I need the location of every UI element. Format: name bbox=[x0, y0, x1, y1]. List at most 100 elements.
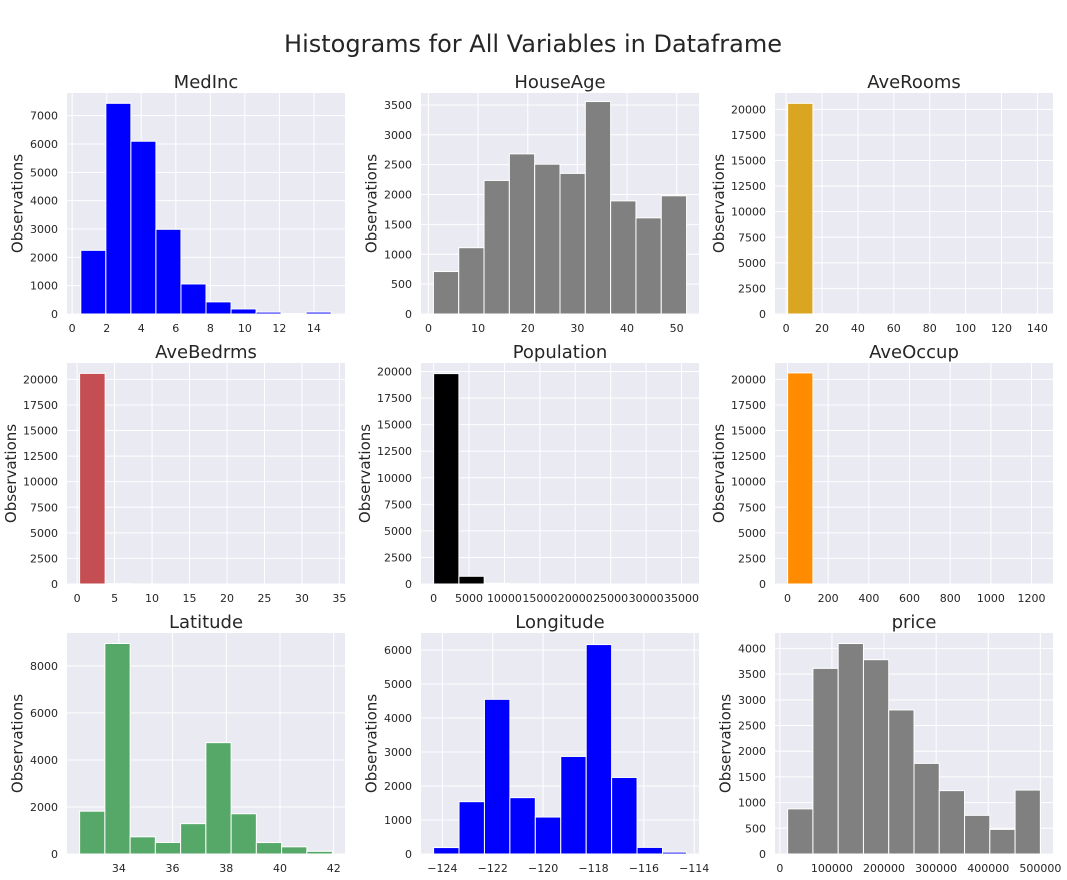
y-tick-label: 6000 bbox=[30, 138, 58, 151]
x-tick-label: −116 bbox=[629, 862, 659, 875]
histogram-bar bbox=[280, 312, 307, 315]
x-tick-label: 10 bbox=[471, 322, 485, 335]
x-tick-label: 400 bbox=[858, 592, 879, 605]
y-tick-label: 2500 bbox=[738, 720, 766, 733]
y-tick-label: 3500 bbox=[384, 99, 412, 112]
y-tick-label: 0 bbox=[759, 578, 766, 591]
y-tick-label: 20000 bbox=[731, 103, 766, 116]
panel-title: Longitude bbox=[515, 612, 605, 633]
panel-medinc: 0 1000 2000 3000 4000 5000 6000 7000 0 2 4 6 8 10 12 14… bbox=[8, 72, 345, 335]
x-tick-label: 36 bbox=[166, 862, 180, 875]
x-tick-label: 500000 bbox=[1019, 862, 1061, 875]
x-tick-label: 0 bbox=[783, 322, 790, 335]
y-tick-label: 7500 bbox=[384, 498, 412, 511]
y-tick-label: 0 bbox=[51, 578, 58, 591]
x-tick-label: 0 bbox=[784, 592, 791, 605]
y-tick-label: 15000 bbox=[731, 425, 766, 438]
plot-background bbox=[67, 363, 345, 584]
histogram-bar bbox=[205, 742, 232, 855]
panel-houseage: 0 500 1000 1500 2000 2500 3000 3500 0 10 20 30 40 50 H… bbox=[362, 72, 699, 335]
histogram-bar bbox=[559, 172, 586, 315]
y-tick-label: 20000 bbox=[377, 366, 412, 379]
histogram-bar bbox=[433, 373, 460, 585]
y-axis-label: Observations bbox=[362, 694, 380, 793]
histogram-bar bbox=[584, 101, 612, 315]
y-tick-label: 2500 bbox=[30, 552, 58, 565]
y-tick-label: 15000 bbox=[377, 419, 412, 432]
histogram-bar bbox=[787, 102, 814, 315]
histogram-bar bbox=[787, 808, 814, 855]
plot-background bbox=[775, 363, 1053, 584]
y-tick-label: 12500 bbox=[731, 450, 766, 463]
x-tick-label: 0 bbox=[425, 322, 432, 335]
y-tick-label: 5000 bbox=[384, 525, 412, 538]
y-tick-label: 3000 bbox=[384, 746, 412, 759]
x-tick-label: 30 bbox=[570, 322, 584, 335]
y-tick-label: 15000 bbox=[23, 425, 58, 438]
y-tick-label: 1500 bbox=[384, 218, 412, 231]
y-tick-label: 3000 bbox=[30, 223, 58, 236]
x-tick-label: 200000 bbox=[863, 862, 905, 875]
y-tick-label: 4000 bbox=[384, 712, 412, 725]
x-tick-label: 1200 bbox=[1018, 592, 1046, 605]
x-tick-label: 4 bbox=[138, 322, 145, 335]
x-tick-label: 6 bbox=[172, 322, 179, 335]
y-axis-label: Observations bbox=[710, 424, 728, 523]
histogram-bar bbox=[508, 153, 536, 315]
histogram-bar bbox=[281, 846, 308, 855]
panel-title: AveBedrms bbox=[155, 342, 257, 363]
histogram-bar bbox=[636, 846, 663, 855]
x-tick-label: 5000 bbox=[455, 592, 483, 605]
y-tick-label: 5000 bbox=[30, 166, 58, 179]
histogram-bar bbox=[483, 179, 510, 315]
histogram-bar bbox=[458, 801, 485, 855]
y-tick-label: 1000 bbox=[384, 814, 412, 827]
y-tick-label: 3500 bbox=[738, 668, 766, 681]
histogram-bar bbox=[255, 842, 283, 855]
y-tick-label: 5000 bbox=[738, 527, 766, 540]
y-tick-label: 10000 bbox=[731, 206, 766, 219]
panel-title: AveRooms bbox=[867, 72, 961, 93]
x-tick-label: 1000 bbox=[977, 592, 1005, 605]
histogram-bar bbox=[79, 372, 106, 585]
y-tick-label: 3000 bbox=[738, 694, 766, 707]
y-tick-label: 4000 bbox=[30, 754, 58, 767]
histogram-bar bbox=[560, 755, 587, 855]
y-tick-label: 17500 bbox=[23, 399, 58, 412]
y-tick-label: 5000 bbox=[30, 527, 58, 540]
histogram-bar bbox=[154, 841, 182, 855]
x-tick-label: −122 bbox=[478, 862, 508, 875]
y-tick-label: 0 bbox=[759, 848, 766, 861]
y-axis-label: Observations bbox=[2, 424, 20, 523]
y-tick-label: 6000 bbox=[384, 644, 412, 657]
histogram-bar bbox=[610, 200, 637, 315]
y-tick-label: 12500 bbox=[731, 180, 766, 193]
histogram-bar bbox=[433, 847, 460, 855]
y-tick-label: 4000 bbox=[30, 195, 58, 208]
histogram-bar bbox=[306, 850, 333, 855]
y-tick-label: 0 bbox=[51, 848, 58, 861]
y-tick-label: 0 bbox=[405, 308, 412, 321]
histogram-bar bbox=[80, 249, 107, 315]
y-axis-label: Observations bbox=[710, 154, 728, 253]
histogram-bar bbox=[787, 372, 814, 585]
x-tick-label: −120 bbox=[528, 862, 558, 875]
histogram-bar bbox=[585, 644, 613, 855]
x-tick-label: 60 bbox=[887, 322, 901, 335]
y-axis-label: Observations bbox=[362, 154, 380, 253]
y-tick-label: 10000 bbox=[377, 472, 412, 485]
y-tick-label: 5000 bbox=[738, 257, 766, 270]
y-tick-label: 1000 bbox=[738, 797, 766, 810]
x-tick-label: −114 bbox=[679, 862, 709, 875]
histogram-bar bbox=[305, 311, 332, 315]
histogram-bar bbox=[129, 836, 156, 855]
y-tick-label: 7500 bbox=[738, 231, 766, 244]
x-tick-label: 40 bbox=[273, 862, 287, 875]
y-tick-label: 0 bbox=[405, 848, 412, 861]
x-tick-label: 100 bbox=[955, 322, 976, 335]
histogram-bar bbox=[534, 163, 561, 315]
x-tick-label: 14 bbox=[307, 322, 321, 335]
panel-avebedrms: 0 2500 5000 7500 10000 12500 15000 17500 20000 0 5… bbox=[2, 342, 346, 605]
x-tick-label: 42 bbox=[327, 862, 341, 875]
histogram-bar bbox=[964, 814, 991, 855]
